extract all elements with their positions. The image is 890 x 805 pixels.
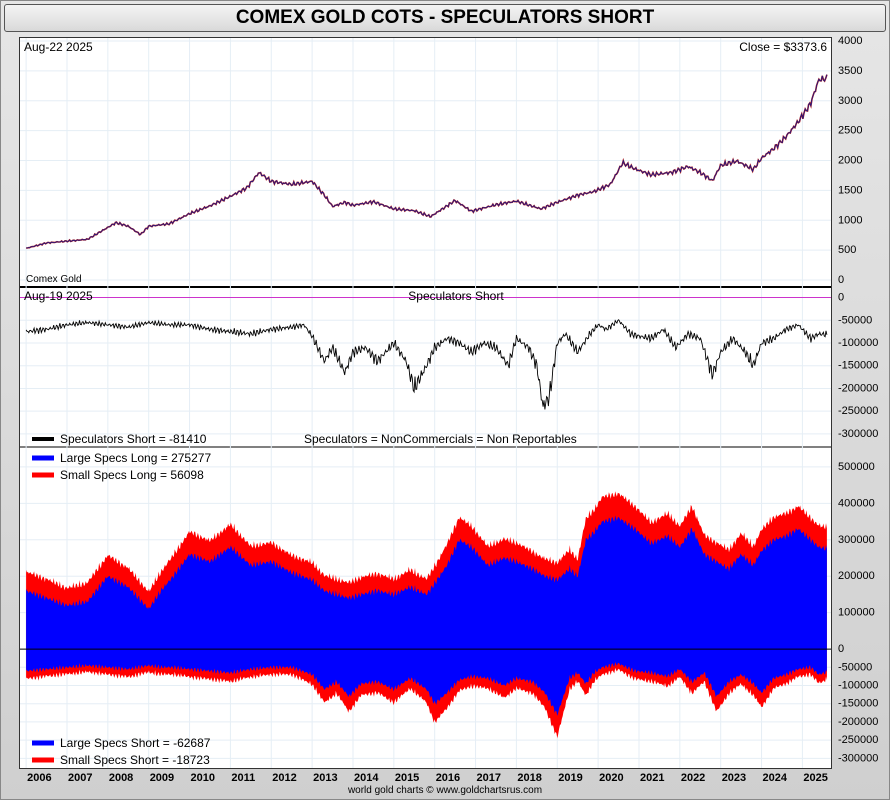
spec-note: Speculators = NonCommercials = Non Repor… — [304, 432, 577, 446]
spec-date-label: Aug-19 2025 — [24, 289, 93, 303]
legend-spec-short: Speculators Short = -81410 — [60, 432, 207, 446]
legend-short: Large Specs Short = -62687 — [60, 736, 211, 750]
chart-svg: Aug-22 2025 Close = $3373.6 Comex Gold Aug-… — [20, 38, 831, 768]
price-date-label: Aug-22 2025 — [24, 40, 93, 54]
legend-long: Large Specs Long = 275277 — [60, 451, 211, 465]
legend-short: Small Specs Short = -18723 — [60, 753, 210, 767]
price-line — [26, 74, 828, 249]
spec-panel-title: Speculators Short — [408, 289, 504, 303]
plot-area: Aug-22 2025 Close = $3373.6 Comex Gold Aug-… — [19, 37, 832, 769]
chart-title: COMEX GOLD COTS - SPECULATORS SHORT — [4, 4, 886, 32]
close-price-label: Close = $3373.6 — [739, 40, 827, 54]
credit-text: world gold charts © www.goldchartsrus.co… — [347, 785, 543, 796]
large-specs-long-area — [26, 515, 827, 650]
series-label: Comex Gold — [26, 274, 82, 285]
spec-short-line — [25, 319, 828, 410]
large-specs-short-area — [26, 649, 827, 716]
legend-long: Small Specs Long = 56098 — [60, 468, 204, 482]
